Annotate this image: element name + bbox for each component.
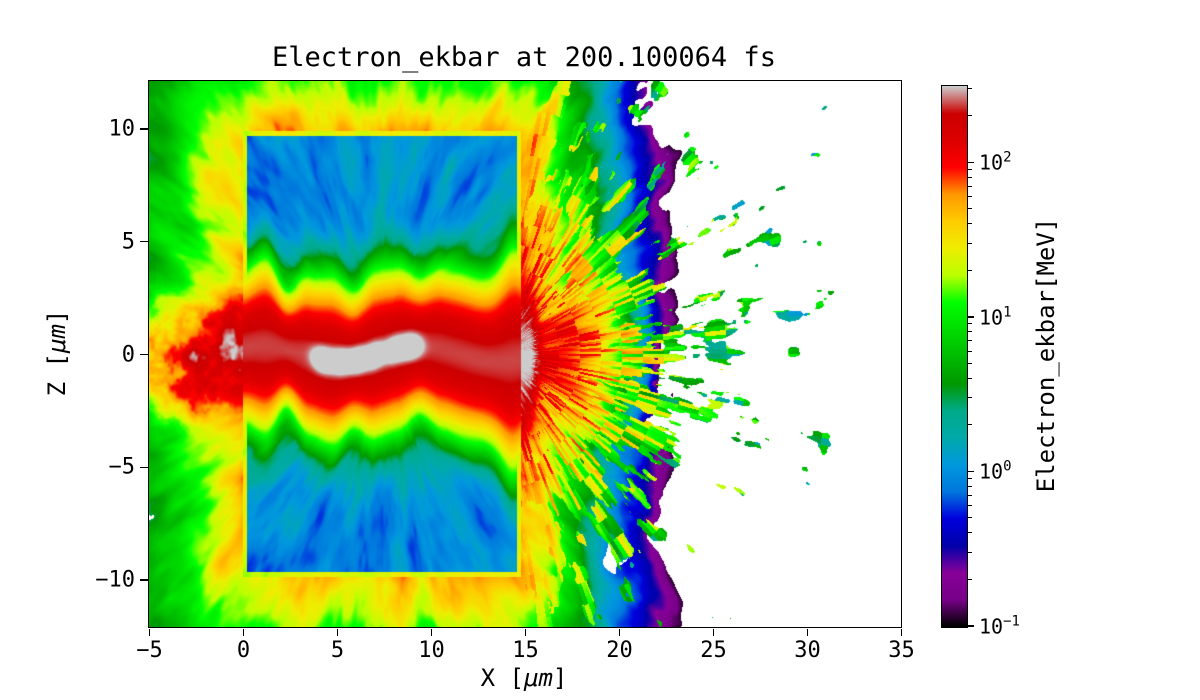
colorbar-minor-tick-mark — [968, 424, 972, 426]
colorbar-minor-tick-mark — [968, 269, 972, 271]
colorbar-minor-tick-mark — [968, 323, 972, 325]
colorbar-tick-mark — [968, 625, 974, 627]
y-tick-label: −10 — [95, 567, 135, 593]
y-tick-mark — [140, 240, 148, 243]
colorbar-minor-tick-mark — [968, 242, 972, 244]
plot-title: Electron_ekbar at 200.100064 fs — [272, 42, 776, 73]
colorbar-canvas — [942, 86, 967, 627]
colorbar-minor-tick-mark — [968, 517, 972, 519]
y-tick-label: 0 — [121, 342, 135, 367]
x-tick-label: 15 — [512, 638, 539, 663]
heatmap-canvas — [149, 81, 901, 627]
colorbar-minor-tick-mark — [968, 377, 972, 379]
colorbar-minor-tick-mark — [968, 362, 972, 364]
colorbar-minor-tick-mark — [968, 176, 972, 178]
y-tick-label: −5 — [108, 454, 136, 480]
x-tick-mark — [242, 629, 245, 636]
colorbar-tick-label: 102 — [979, 149, 1012, 175]
y-tick-mark — [140, 579, 148, 581]
x-tick-mark — [524, 629, 527, 636]
colorbar-tick-mark — [968, 470, 974, 473]
colorbar-minor-tick-mark — [968, 196, 972, 198]
x-tick-mark — [336, 629, 339, 636]
colorbar-minor-tick-mark — [968, 494, 972, 496]
x-tick-mark — [618, 629, 621, 636]
colorbar-minor-tick-mark — [968, 532, 972, 534]
colorbar-minor-tick-mark — [968, 478, 972, 479]
y-tick-mark — [140, 353, 148, 356]
colorbar-minor-tick-mark — [968, 331, 972, 333]
colorbar-minor-tick-mark — [968, 115, 972, 117]
x-tick-mark — [900, 629, 903, 636]
colorbar-minor-tick-mark — [968, 208, 972, 210]
x-tick-mark — [806, 629, 809, 636]
x-tick-label: 5 — [330, 638, 345, 663]
colorbar-label: Electron_ekbar[MeV] — [1032, 217, 1060, 493]
y-tick-label: 5 — [121, 229, 135, 255]
plot-area — [148, 80, 902, 628]
x-tick-label: 0 — [236, 638, 251, 663]
colorbar-minor-tick-mark — [968, 551, 972, 553]
y-tick-mark — [140, 466, 148, 469]
colorbar-minor-tick-mark — [968, 168, 972, 170]
colorbar-tick-label: 10−1 — [979, 613, 1020, 639]
colorbar-minor-tick-mark — [968, 485, 972, 487]
x-tick-label: 30 — [794, 638, 821, 663]
x-tick-label: −5 — [136, 638, 163, 663]
colorbar-minor-tick-mark — [968, 185, 972, 187]
colorbar-minor-tick-mark — [968, 505, 972, 507]
colorbar-minor-tick-mark — [968, 578, 972, 580]
x-tick-mark — [148, 629, 151, 636]
colorbar-minor-tick-mark — [968, 223, 972, 225]
y-tick-label: 10 — [108, 116, 136, 142]
colorbar-minor-tick-mark — [968, 350, 972, 352]
colorbar-minor-tick-mark — [968, 340, 972, 342]
colorbar-tick-mark — [968, 316, 974, 318]
colorbar-tick-label: 101 — [979, 304, 1012, 330]
colorbar-minor-tick-mark — [968, 88, 972, 90]
colorbar-tick-label: 100 — [979, 459, 1012, 484]
x-tick-mark — [430, 629, 433, 636]
y-axis-label: Z [μm] — [43, 309, 71, 397]
colorbar — [941, 85, 968, 628]
x-axis-label: X [μm] — [480, 664, 568, 692]
x-tick-label: 20 — [606, 638, 633, 663]
x-tick-mark — [712, 629, 715, 636]
x-tick-label: 10 — [418, 638, 445, 663]
colorbar-minor-tick-mark — [968, 397, 972, 399]
x-tick-label: 35 — [888, 638, 915, 663]
colorbar-tick-mark — [968, 161, 974, 164]
y-tick-mark — [140, 128, 148, 130]
x-tick-label: 25 — [700, 638, 727, 663]
